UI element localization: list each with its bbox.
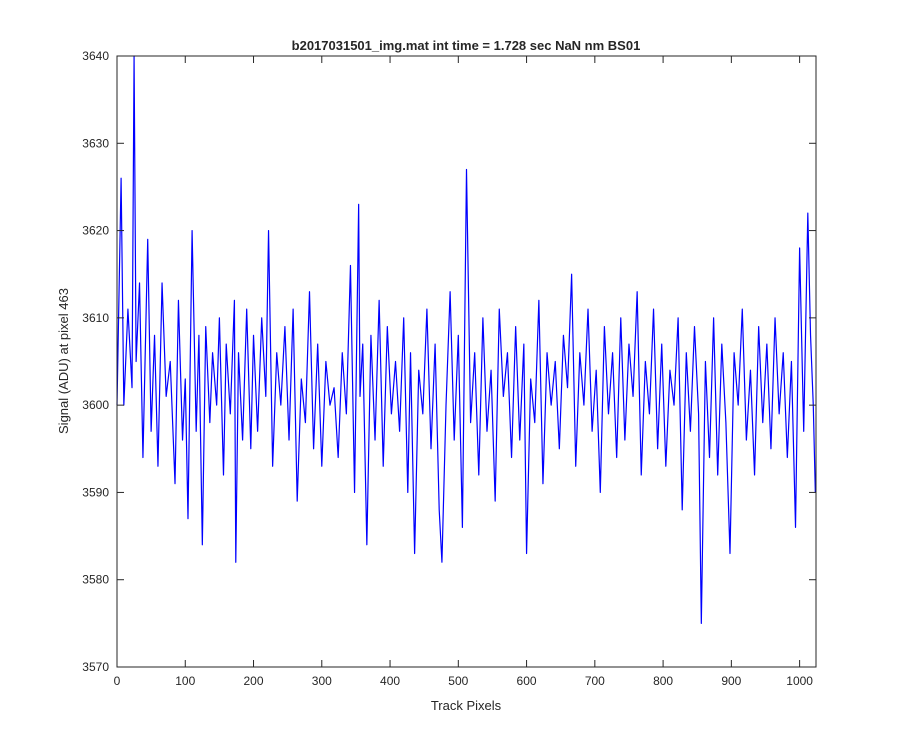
chart-title: b2017031501_img.mat int time = 1.728 sec… — [292, 38, 641, 53]
y-tick-label: 3580 — [82, 573, 109, 587]
x-tick-label: 900 — [721, 674, 741, 688]
signal-line-series — [116, 55, 816, 624]
y-axis-label: Signal (ADU) at pixel 463 — [56, 288, 71, 434]
x-tick-label: 400 — [380, 674, 400, 688]
x-tick-label: 200 — [244, 674, 264, 688]
y-tick-label: 3640 — [82, 49, 109, 63]
x-tick-label: 100 — [175, 674, 195, 688]
y-tick-label: 3630 — [82, 136, 109, 150]
x-tick-label: 500 — [448, 674, 468, 688]
y-axis: 3570 3580 3590 3600 3610 3620 3630 3640 — [82, 49, 816, 674]
y-tick-label: 3600 — [82, 398, 109, 412]
x-tick-label: 0 — [114, 674, 121, 688]
y-tick-label: 3620 — [82, 224, 109, 238]
x-axis-label: Track Pixels — [431, 698, 502, 713]
plot-area — [116, 55, 816, 624]
axes-background — [117, 56, 816, 667]
x-tick-label: 700 — [585, 674, 605, 688]
y-tick-label: 3610 — [82, 311, 109, 325]
x-tick-label: 800 — [653, 674, 673, 688]
y-tick-label: 3570 — [82, 660, 109, 674]
x-axis: 0 100 200 300 400 500 600 700 800 900 1000 — [114, 56, 813, 688]
x-tick-label: 600 — [517, 674, 537, 688]
x-tick-label: 1000 — [786, 674, 813, 688]
y-tick-label: 3590 — [82, 485, 109, 499]
x-tick-label: 300 — [312, 674, 332, 688]
axes-box — [116, 55, 817, 668]
